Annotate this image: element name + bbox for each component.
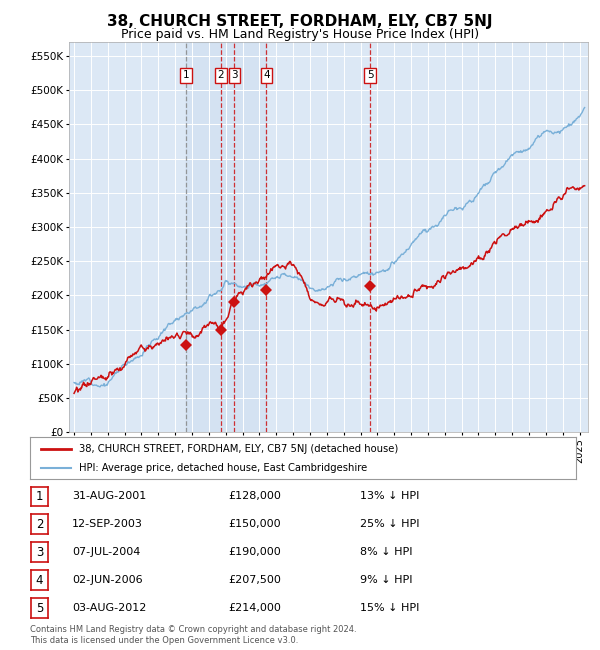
Text: 12-SEP-2003: 12-SEP-2003 — [72, 519, 143, 529]
Text: Price paid vs. HM Land Registry's House Price Index (HPI): Price paid vs. HM Land Registry's House … — [121, 28, 479, 41]
Text: 31-AUG-2001: 31-AUG-2001 — [72, 491, 146, 501]
Text: 38, CHURCH STREET, FORDHAM, ELY, CB7 5NJ: 38, CHURCH STREET, FORDHAM, ELY, CB7 5NJ — [107, 14, 493, 29]
Text: 15% ↓ HPI: 15% ↓ HPI — [360, 603, 419, 613]
Text: 03-AUG-2012: 03-AUG-2012 — [72, 603, 146, 613]
Text: 4: 4 — [36, 573, 43, 586]
Text: £214,000: £214,000 — [228, 603, 281, 613]
Text: 3: 3 — [231, 70, 238, 81]
Text: HPI: Average price, detached house, East Cambridgeshire: HPI: Average price, detached house, East… — [79, 463, 367, 473]
Text: 9% ↓ HPI: 9% ↓ HPI — [360, 575, 413, 585]
Text: £190,000: £190,000 — [228, 547, 281, 557]
Text: 13% ↓ HPI: 13% ↓ HPI — [360, 491, 419, 501]
Text: 8% ↓ HPI: 8% ↓ HPI — [360, 547, 413, 557]
Text: £207,500: £207,500 — [228, 575, 281, 585]
Text: 5: 5 — [36, 602, 43, 615]
Text: 07-JUL-2004: 07-JUL-2004 — [72, 547, 140, 557]
Text: 25% ↓ HPI: 25% ↓ HPI — [360, 519, 419, 529]
Text: 1: 1 — [183, 70, 190, 81]
Text: 5: 5 — [367, 70, 374, 81]
Text: 4: 4 — [263, 70, 270, 81]
Text: 2: 2 — [36, 517, 43, 530]
Text: £150,000: £150,000 — [228, 519, 281, 529]
Bar — [187, 42, 266, 432]
Text: 3: 3 — [36, 546, 43, 558]
Text: 2: 2 — [217, 70, 224, 81]
Text: £128,000: £128,000 — [228, 491, 281, 501]
Text: Contains HM Land Registry data © Crown copyright and database right 2024.
This d: Contains HM Land Registry data © Crown c… — [30, 625, 356, 645]
Text: 02-JUN-2006: 02-JUN-2006 — [72, 575, 143, 585]
Text: 38, CHURCH STREET, FORDHAM, ELY, CB7 5NJ (detached house): 38, CHURCH STREET, FORDHAM, ELY, CB7 5NJ… — [79, 444, 398, 454]
Text: 1: 1 — [36, 490, 43, 503]
